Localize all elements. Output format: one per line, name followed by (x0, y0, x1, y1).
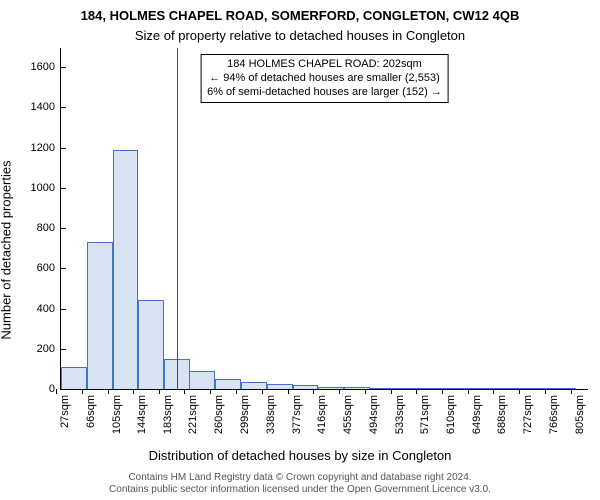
x-tick: 494sqm (370, 344, 382, 389)
annotation-line-3: 6% of semi-detached houses are larger (1… (207, 86, 442, 100)
x-tick: 688sqm (498, 344, 510, 389)
x-tick: 27sqm (61, 350, 73, 389)
plot-area: 184 HOLMES CHAPEL ROAD: 202sqm ← 94% of … (60, 48, 588, 390)
x-tick: 377sqm (293, 344, 305, 389)
chart-title-address: 184, HOLMES CHAPEL ROAD, SOMERFORD, CONG… (0, 8, 600, 23)
chart-subtitle: Size of property relative to detached ho… (0, 28, 600, 43)
x-axis-label: Distribution of detached houses by size … (0, 448, 600, 463)
footer-line-2: Contains public sector information licen… (0, 484, 600, 496)
x-tick: 338sqm (267, 344, 279, 389)
x-tick: 571sqm (421, 344, 433, 389)
chart-container: 184, HOLMES CHAPEL ROAD, SOMERFORD, CONG… (0, 0, 600, 500)
y-axis-label: Number of detached properties (0, 71, 14, 250)
x-tick: 805sqm (576, 344, 588, 389)
y-tick: 1600 (31, 61, 61, 73)
y-tick: 1400 (31, 101, 61, 113)
footer-line-1: Contains HM Land Registry data © Crown c… (0, 472, 600, 484)
annotation-line-1: 184 HOLMES CHAPEL ROAD: 202sqm (207, 58, 442, 72)
x-tick: 649sqm (473, 344, 485, 389)
footer-text: Contains HM Land Registry data © Crown c… (0, 472, 600, 496)
x-tick: 766sqm (550, 344, 562, 389)
x-tick: 610sqm (447, 344, 459, 389)
x-tick: 221sqm (189, 344, 201, 389)
x-tick: 455sqm (344, 344, 356, 389)
x-tick: 727sqm (524, 344, 536, 389)
annotation-box: 184 HOLMES CHAPEL ROAD: 202sqm ← 94% of … (200, 54, 449, 103)
x-tick: 299sqm (241, 344, 253, 389)
y-tick: 800 (37, 222, 61, 234)
reference-line (177, 48, 178, 389)
x-tick: 144sqm (138, 344, 150, 389)
x-tick: 416sqm (318, 344, 330, 389)
y-tick: 200 (37, 343, 61, 355)
y-tick: 1200 (31, 142, 61, 154)
annotation-line-2: ← 94% of detached houses are smaller (2,… (207, 72, 442, 86)
y-tick: 600 (37, 262, 61, 274)
y-tick: 400 (37, 303, 61, 315)
x-tick: 105sqm (113, 344, 125, 389)
x-tick: 183sqm (164, 344, 176, 389)
x-tick: 533sqm (396, 344, 408, 389)
y-tick: 1000 (31, 182, 61, 194)
x-tick: 260sqm (215, 344, 227, 389)
x-tick: 66sqm (87, 350, 99, 389)
